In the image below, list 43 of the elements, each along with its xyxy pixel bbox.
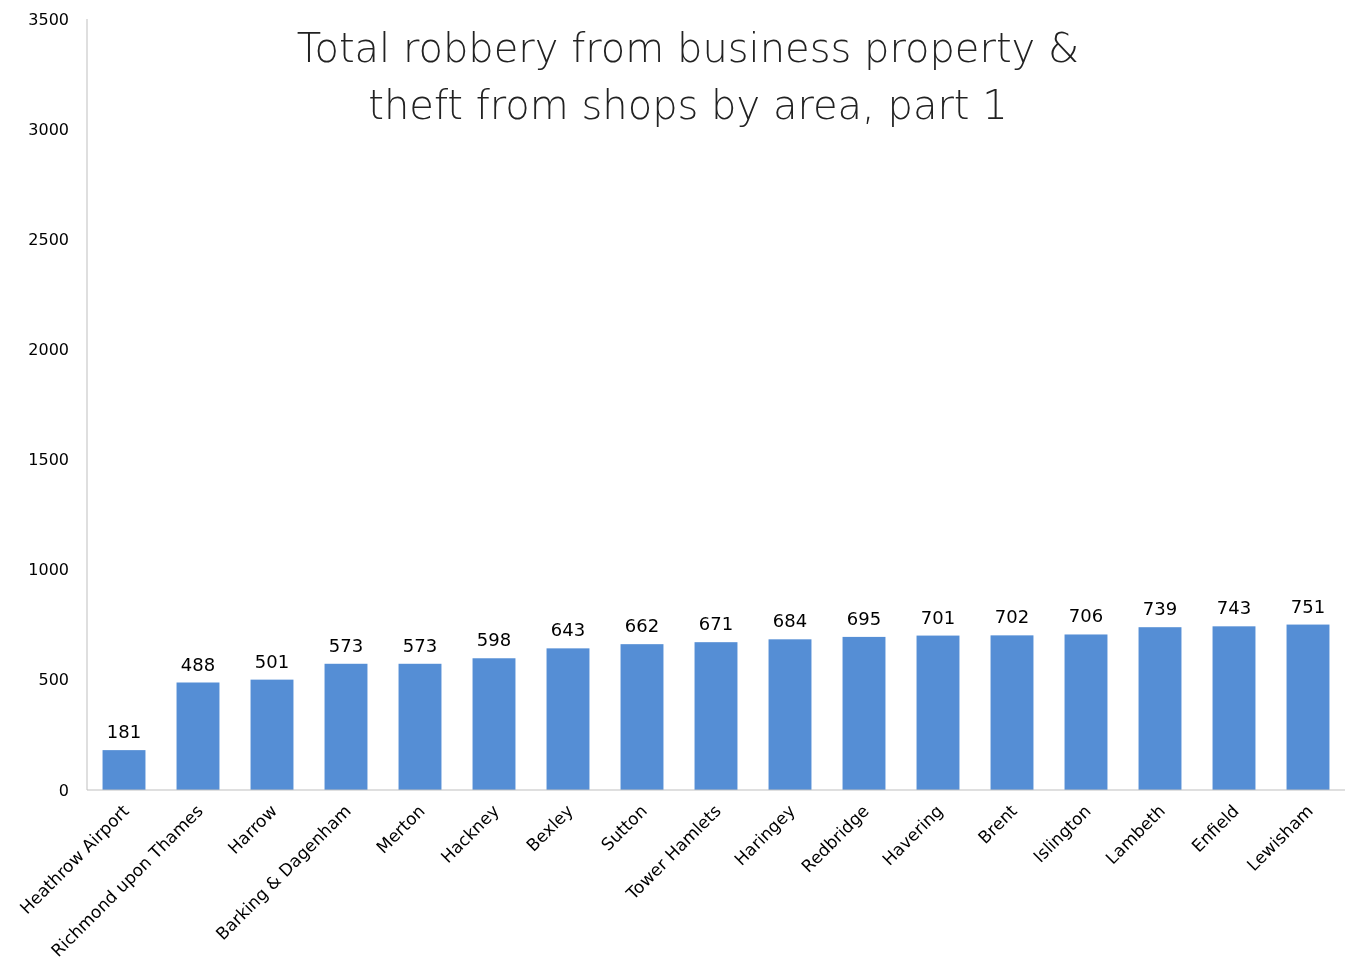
bar bbox=[176, 682, 220, 790]
y-tick-label: 3500 bbox=[28, 9, 69, 29]
data-label: 573 bbox=[328, 634, 364, 656]
bar bbox=[1286, 624, 1330, 790]
y-tick-label: 2000 bbox=[28, 340, 69, 360]
data-label: 598 bbox=[476, 629, 512, 651]
y-tick-label: 1000 bbox=[28, 560, 69, 580]
bar bbox=[1064, 634, 1108, 790]
data-label: 501 bbox=[254, 650, 290, 672]
y-tick-label: 3000 bbox=[28, 119, 69, 139]
bar bbox=[1212, 626, 1256, 790]
data-label: 695 bbox=[846, 607, 882, 629]
bar bbox=[324, 663, 368, 790]
bar bbox=[472, 658, 516, 790]
bar bbox=[842, 636, 886, 790]
data-label: 702 bbox=[994, 606, 1030, 628]
y-tick-label: 500 bbox=[38, 670, 69, 690]
data-label: 488 bbox=[180, 653, 216, 675]
data-label: 643 bbox=[550, 619, 586, 641]
data-label: 739 bbox=[1142, 598, 1178, 620]
data-label: 573 bbox=[402, 634, 438, 656]
bar bbox=[250, 679, 294, 790]
y-tick-label: 0 bbox=[58, 780, 69, 800]
bar bbox=[694, 642, 738, 790]
bar bbox=[916, 635, 960, 790]
bar bbox=[102, 750, 146, 790]
data-label: 743 bbox=[1216, 597, 1252, 619]
bar bbox=[1138, 627, 1182, 790]
y-tick-label: 2500 bbox=[28, 229, 69, 249]
y-tick-label: 1500 bbox=[28, 450, 69, 470]
data-label: 706 bbox=[1068, 605, 1104, 627]
data-label: 701 bbox=[920, 606, 956, 628]
data-label: 671 bbox=[698, 613, 734, 635]
data-label: 181 bbox=[106, 721, 142, 743]
data-label: 751 bbox=[1290, 595, 1326, 617]
text: Total robbery from business property & theft from shops by area, part 1 bbox=[296, 25, 1080, 128]
data-label: 684 bbox=[772, 610, 808, 632]
bar bbox=[990, 635, 1034, 790]
bar bbox=[398, 663, 442, 790]
bar bbox=[768, 639, 812, 790]
bar bbox=[620, 644, 664, 790]
bar bbox=[546, 648, 590, 790]
data-label: 662 bbox=[624, 615, 660, 637]
